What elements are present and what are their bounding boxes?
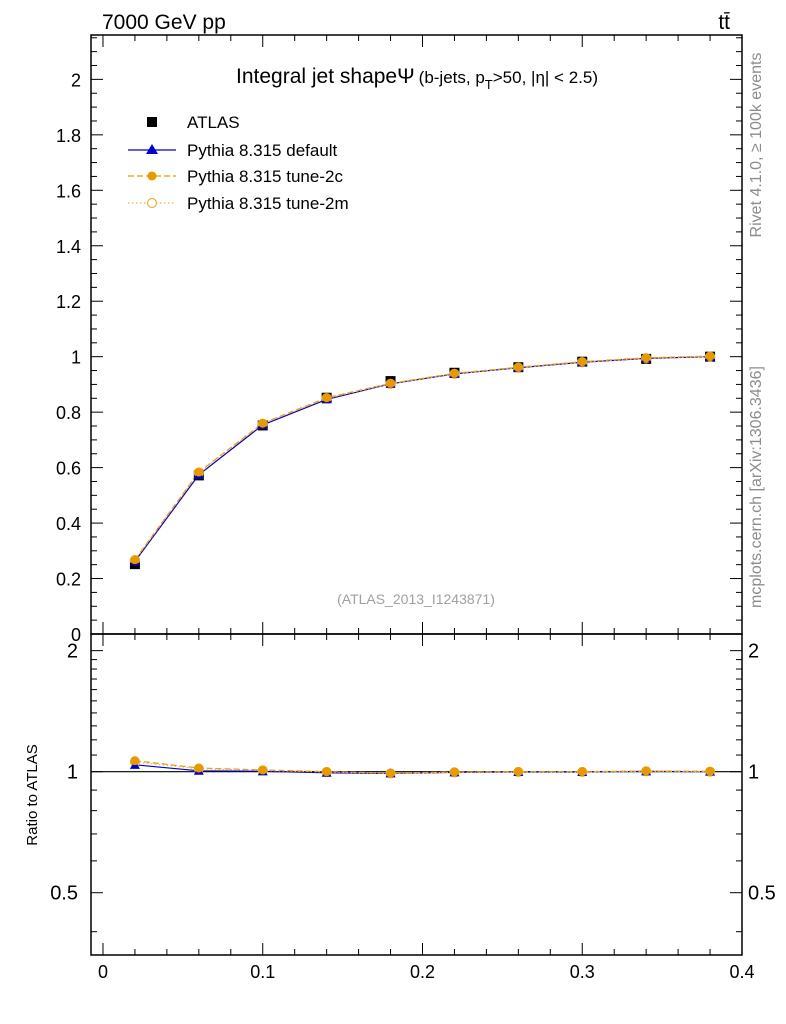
ratio-tick-label-right: 0.5 <box>748 883 776 905</box>
series-line-pythia-8-315-default <box>134 356 711 562</box>
ratio-point-pythia-8-315-tune-2c <box>130 756 140 766</box>
data-point-pythia-8-315-tune-2c <box>258 418 268 428</box>
data-point-pythia-8-315-tune-2c <box>386 378 396 388</box>
y-tick-label: 2 <box>71 70 81 90</box>
legend-label-tune-2c: Pythia 8.315 tune-2c <box>187 167 343 186</box>
y-tick-label: 1.2 <box>56 292 81 312</box>
x-tick-label: 0.2 <box>410 962 435 982</box>
y-tick-label: 1 <box>71 348 81 368</box>
data-point-pythia-8-315-tune-2c <box>513 362 523 372</box>
legend-marker-atlas <box>147 117 157 127</box>
ratio-tick-label-right: 2 <box>748 641 759 663</box>
data-point-pythia-8-315-tune-2c <box>322 393 332 403</box>
ratio-point-pythia-8-315-tune-2c <box>577 767 587 777</box>
ratio-line-pythia-8-315-tune-2c <box>134 760 711 774</box>
legend: ATLAS Pythia 8.315 default Pythia 8.315 … <box>128 113 349 213</box>
ratio-point-pythia-8-315-tune-2c <box>386 768 396 778</box>
data-point-pythia-8-315-tune-2c <box>577 357 587 367</box>
analysis-watermark: (ATLAS_2013_I1243871) <box>337 591 495 607</box>
y-tick-label: 1.4 <box>56 237 81 257</box>
rivet-version-label: Rivet 4.1.0, ≥ 100k events <box>748 53 765 238</box>
y-tick-label: 1.6 <box>56 181 81 201</box>
x-tick-label: 0.1 <box>250 962 275 982</box>
ratio-tick-label: 0.5 <box>50 883 78 905</box>
y-tick-label: 0.6 <box>56 459 81 479</box>
legend-marker-default <box>146 144 158 154</box>
ratio-point-pythia-8-315-tune-2c <box>641 766 651 776</box>
legend-marker-tune-2c <box>147 171 157 181</box>
ratio-y-axis-label: Ratio to ATLAS <box>24 744 41 845</box>
ratio-point-pythia-8-315-tune-2c <box>449 767 459 777</box>
y-tick-label: 0.8 <box>56 403 81 423</box>
y-tick-label: 1.8 <box>56 126 81 146</box>
data-point-pythia-8-315-tune-2c <box>641 353 651 363</box>
ratio-panel-frame <box>90 633 743 956</box>
legend-label-atlas: ATLAS <box>187 113 240 132</box>
x-tick-label: 0 <box>98 962 108 982</box>
x-tick-label: 0.4 <box>729 962 754 982</box>
y-tick-label: 0.4 <box>56 514 81 534</box>
y-tick-label: 0.2 <box>56 570 81 590</box>
data-point-pythia-8-315-tune-2c <box>194 467 204 477</box>
legend-marker-tune-2m <box>146 197 158 209</box>
mcplots-reference-label: mcplots.cern.ch [arXiv:1306.3436] <box>748 366 765 608</box>
legend-label-default: Pythia 8.315 default <box>187 141 338 160</box>
y-tick-label: 0 <box>71 625 81 645</box>
ratio-tick-label: 1 <box>67 762 78 784</box>
data-point-pythia-8-315-tune-2c <box>130 555 140 565</box>
ratio-point-pythia-8-315-tune-2c <box>513 767 523 777</box>
ratio-tick-label: 2 <box>67 641 78 663</box>
ratio-point-pythia-8-315-tune-2c <box>705 766 715 776</box>
data-point-pythia-8-315-tune-2c <box>449 368 459 378</box>
ratio-point-pythia-8-315-tune-2c <box>194 763 204 773</box>
series-line-pythia-8-315-tune-2m <box>134 356 711 561</box>
x-tick-label: 0.3 <box>570 962 595 982</box>
ratio-line-pythia-8-315-tune-2m <box>134 761 711 775</box>
ratio-point-pythia-8-315-tune-2c <box>322 767 332 777</box>
process-label: tt̄ <box>718 11 730 34</box>
chart-title: Integral jet shapeΨ (b-jets, pT>50, |η| <… <box>236 65 598 92</box>
data-point-pythia-8-315-tune-2c <box>705 351 715 361</box>
collision-label: 7000 GeV pp <box>102 11 226 34</box>
legend-label-tune-2m: Pythia 8.315 tune-2m <box>187 194 349 213</box>
ratio-point-pythia-8-315-tune-2c <box>258 765 268 775</box>
ratio-tick-label-right: 1 <box>748 762 759 784</box>
